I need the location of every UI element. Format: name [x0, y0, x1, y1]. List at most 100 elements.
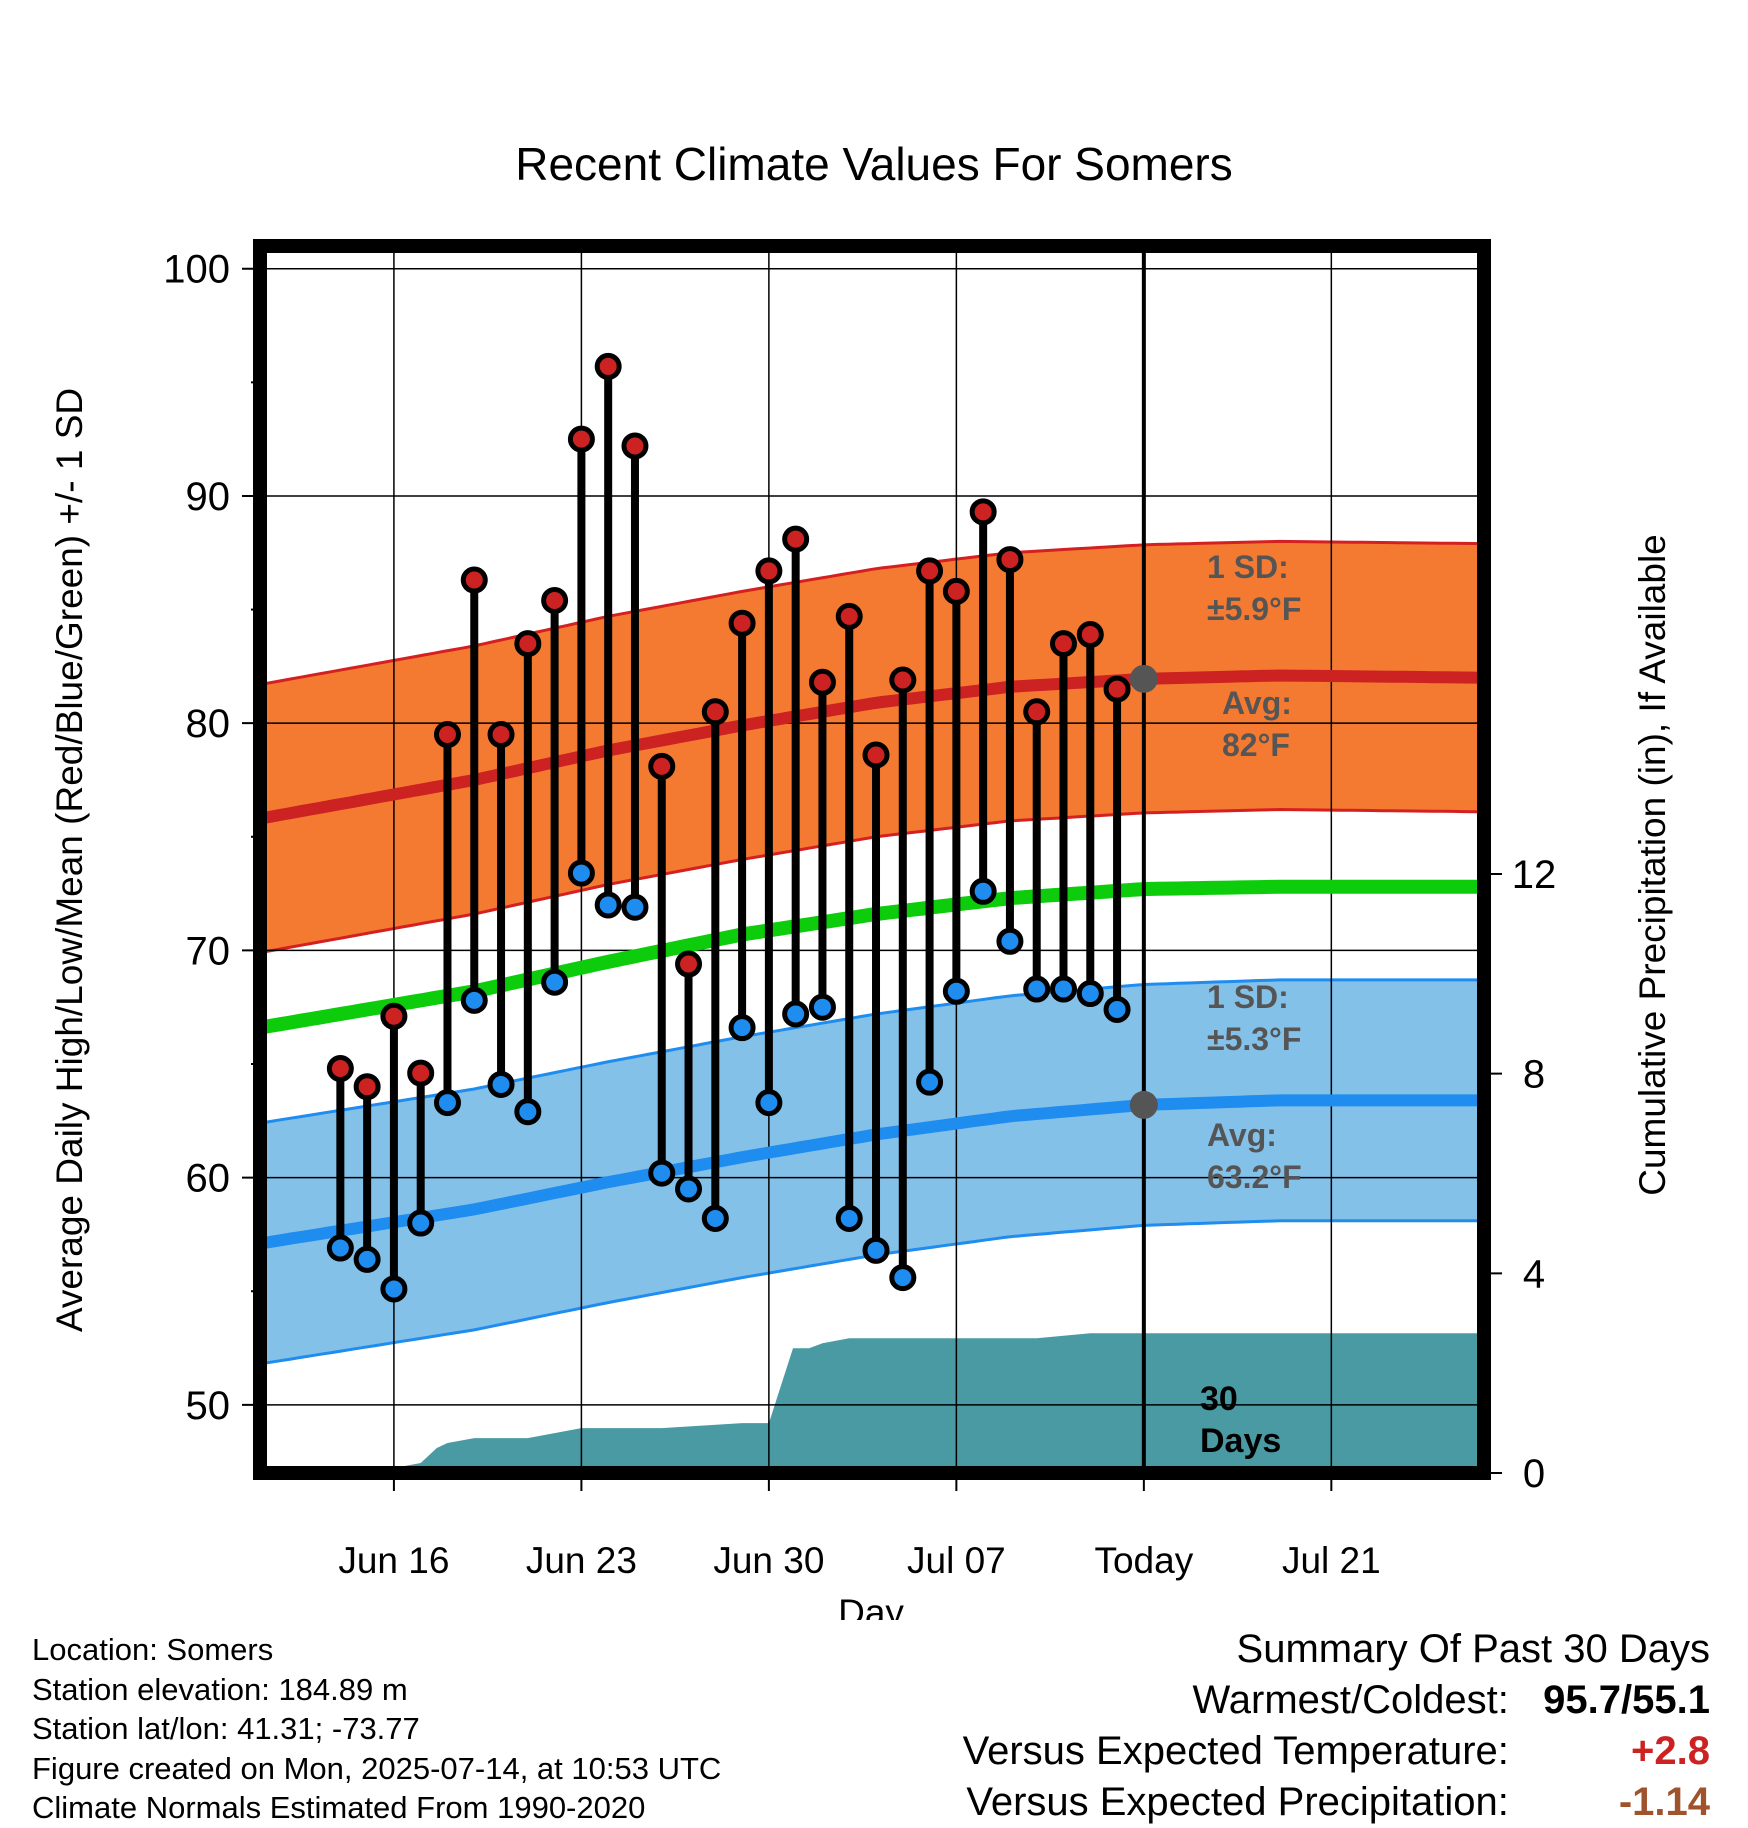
- precip-label: Versus Expected Precipitation:: [966, 1780, 1509, 1824]
- daily-low-point: [889, 1264, 917, 1292]
- daily-high-point: [1103, 675, 1131, 703]
- location-text: Location: Somers: [32, 1632, 274, 1667]
- high-sd-value-annotation: ±5.9°F: [1207, 591, 1301, 627]
- y2-tick-label: 8: [1523, 1053, 1545, 1097]
- x-tick-label: Jun 16: [338, 1540, 449, 1581]
- daily-low-point: [1050, 975, 1078, 1003]
- daily-high-point: [380, 1002, 408, 1030]
- normal-low-line: [260, 1094, 1484, 1250]
- daily-low-point: [996, 927, 1024, 955]
- daily-high-point: [996, 546, 1024, 574]
- elevation-text: Station elevation: 184.89 m: [32, 1671, 408, 1707]
- daily-low-point: [326, 1234, 354, 1262]
- daily-high-point: [487, 721, 515, 749]
- daily-low-point: [835, 1205, 863, 1233]
- y-tick-label: 100: [163, 248, 230, 292]
- plot-area: 50 60 70 80 90 100 0 4 8 12 Jun 16 Jun 23 Jun 30 Jul …: [163, 239, 1557, 1581]
- daily-high-point: [1023, 698, 1051, 726]
- y2-tick-label: 12: [1512, 853, 1557, 897]
- daily-low-point: [1103, 995, 1131, 1023]
- warmest-value: 95.7/55.1: [1543, 1678, 1710, 1722]
- daily-high-point: [1076, 621, 1104, 649]
- normals-text: Climate Normals Estimated From 1990-2020: [32, 1790, 646, 1825]
- precip-area: [260, 1333, 1484, 1473]
- daily-low-point: [407, 1209, 435, 1237]
- plot-content: [260, 246, 1484, 1473]
- warmest-row: Warmest/Coldest: 95.7/55.1: [963, 1675, 1711, 1726]
- daily-high-point: [755, 557, 783, 585]
- y-tick-label: 80: [186, 702, 231, 746]
- daily-high-point: [889, 666, 917, 694]
- x-tick-label: Jun 23: [526, 1540, 637, 1581]
- low-sd-band: [260, 979, 1484, 1364]
- days-annotation: 30: [1200, 1380, 1238, 1418]
- temp-row: Versus Expected Temperature: +2.8: [963, 1726, 1710, 1777]
- y-tick-label: 50: [186, 1384, 231, 1428]
- daily-low-point: [353, 1245, 381, 1273]
- y-tick-label: 60: [186, 1157, 231, 1201]
- low-sd-value-annotation: ±5.3°F: [1207, 1021, 1301, 1057]
- daily-high-point: [782, 525, 810, 553]
- x-tick-label: Jul 07: [907, 1540, 1006, 1581]
- daily-high-point: [862, 741, 890, 769]
- today-high-avg-marker: [1129, 664, 1158, 693]
- daily-low-point: [648, 1159, 676, 1187]
- temp-value: +2.8: [1631, 1729, 1710, 1773]
- daily-low-point: [728, 1014, 756, 1042]
- daily-high-point: [808, 668, 836, 696]
- daily-high-point: [942, 577, 970, 605]
- high-avg-annotation: Avg:: [1222, 685, 1292, 721]
- daily-high-point: [541, 586, 569, 614]
- daily-low-point: [1023, 975, 1051, 1003]
- x-tick-label: Today: [1094, 1540, 1193, 1581]
- high-sd-annotation: 1 SD:: [1207, 549, 1289, 585]
- created-text: Figure created on Mon, 2025-07-14, at 10…: [32, 1750, 722, 1786]
- days-label-annotation: Days: [1200, 1422, 1281, 1460]
- daily-low-point: [782, 1000, 810, 1028]
- daily-high-point: [969, 498, 997, 526]
- summary-panel: Summary Of Past 30 Days Warmest/Coldest:…: [963, 1624, 1710, 1828]
- y-tick-label: 70: [186, 929, 231, 973]
- precip-value: -1.14: [1618, 1780, 1710, 1824]
- daily-low-point: [969, 877, 997, 905]
- daily-low-point: [942, 977, 970, 1005]
- y-tick-label: 90: [186, 475, 231, 519]
- daily-low-point: [514, 1098, 542, 1126]
- low-sd-upper-edge: [260, 978, 1484, 1125]
- plot-frame: [253, 239, 1491, 1480]
- precip-row: Versus Expected Precipitation: -1.14: [963, 1777, 1710, 1828]
- y2-axis-label: Cumulative Precipitation (in), If Availa…: [1632, 534, 1673, 1196]
- daily-high-point: [916, 557, 944, 585]
- daily-high-point: [514, 630, 542, 658]
- daily-low-point: [594, 891, 622, 919]
- x-tick-label: Jun 30: [713, 1540, 824, 1581]
- daily-low-point: [380, 1275, 408, 1303]
- daily-high-point: [567, 425, 595, 453]
- temp-label: Versus Expected Temperature:: [962, 1729, 1509, 1773]
- daily-high-point: [675, 950, 703, 978]
- y2-tick-label: 4: [1523, 1252, 1545, 1296]
- daily-high-point: [621, 432, 649, 460]
- daily-high-point: [835, 602, 863, 630]
- daily-high-point: [701, 698, 729, 726]
- low-avg-value-annotation: 63.2°F: [1207, 1159, 1302, 1195]
- daily-low-point: [675, 1175, 703, 1203]
- daily-low-point: [808, 993, 836, 1021]
- daily-high-point: [353, 1073, 381, 1101]
- daily-high-point: [594, 352, 622, 380]
- high-sd-lower-edge: [260, 807, 1484, 955]
- daily-low-point: [701, 1205, 729, 1233]
- high-sd-upper-edge: [260, 539, 1484, 686]
- station-info: Location: Somers Station elevation: 184.…: [32, 1630, 721, 1828]
- latlon-text: Station lat/lon: 41.31; -73.77: [32, 1711, 420, 1746]
- daily-low-point: [862, 1236, 890, 1264]
- daily-low-point: [487, 1070, 515, 1098]
- daily-low-point: [567, 859, 595, 887]
- daily-low-point: [460, 986, 488, 1014]
- daily-low-point: [755, 1089, 783, 1117]
- daily-high-point: [433, 721, 461, 749]
- daily-high-point: [648, 752, 676, 780]
- daily-low-point: [433, 1089, 461, 1117]
- x-tick-label: Jul 21: [1282, 1540, 1381, 1581]
- y2-tick-label: 0: [1523, 1452, 1545, 1496]
